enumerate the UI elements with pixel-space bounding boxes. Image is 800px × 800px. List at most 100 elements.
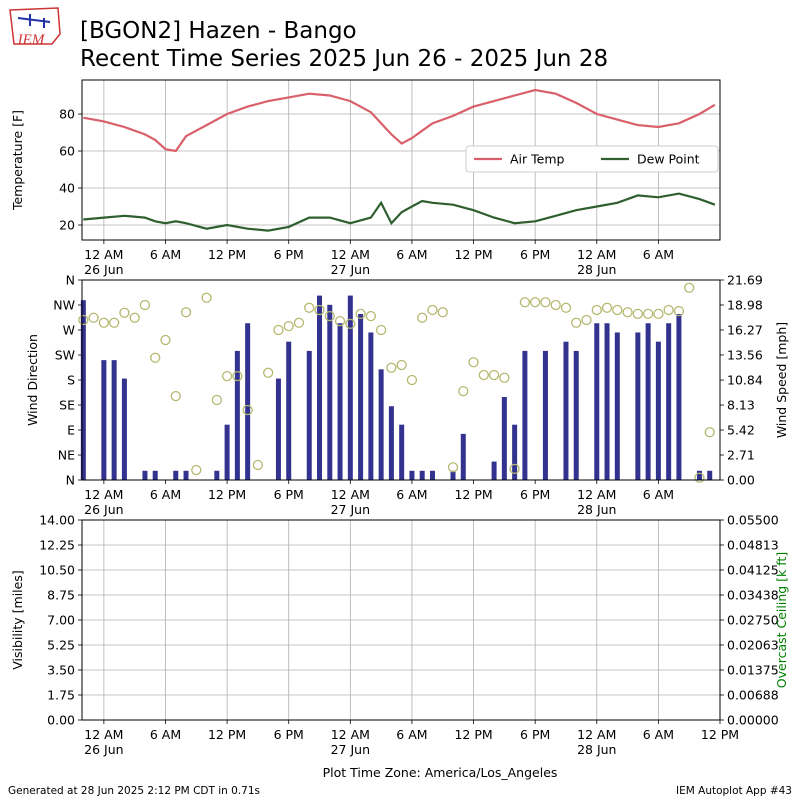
y2-tick-label: 0.02063: [727, 637, 779, 652]
point: [478, 369, 489, 381]
point: [375, 324, 387, 336]
point: [273, 324, 284, 336]
x-axis-label: Plot Time Zone: America/Los_Angeles: [323, 765, 558, 780]
y-tick-label: NE: [58, 448, 75, 463]
logo-outline: [9, 7, 61, 45]
y-axis-label: Temperature [F]: [10, 110, 25, 211]
bar: [604, 323, 610, 480]
point: [684, 282, 695, 293]
panel: 12 AM 26 Jun 6 AM 12 PM 6 PM 12 AM 27 Jun 6 AM 1…: [10, 513, 789, 781]
point: [694, 472, 705, 483]
point: [365, 310, 377, 322]
point: [550, 299, 561, 311]
point: [108, 317, 120, 328]
panel: 12 AM 26 Jun 6 AM 12 PM 6 PM 12 AM 27 Jun 6 AM 1…: [25, 273, 789, 518]
y2-tick-label: 0.05500: [727, 513, 779, 528]
point: [211, 394, 222, 406]
x-tick-label: 6 AM: [396, 487, 427, 502]
bar: [707, 470, 713, 480]
bar: [80, 300, 86, 480]
x-tick-label: 6 PM: [520, 727, 550, 742]
x-tick-label: 12 AM 27 Jun: [331, 487, 370, 517]
bar: [460, 433, 466, 480]
point: [355, 308, 366, 320]
bar: [491, 461, 497, 480]
bar: [286, 341, 292, 480]
point: [612, 304, 623, 316]
y2-tick-label: 13.56: [727, 347, 763, 362]
point: [170, 390, 181, 402]
y2-tick-label: 0.03438: [727, 587, 779, 602]
point: [232, 370, 243, 382]
bar: [696, 470, 702, 480]
y-tick-label: 3.50: [47, 663, 75, 678]
point: [78, 314, 89, 326]
bar: [635, 332, 641, 480]
point: [560, 302, 572, 313]
bar: [429, 470, 435, 480]
footer-right: IEM Autoplot App #43: [676, 785, 792, 797]
legend-box: [465, 145, 719, 173]
point: [293, 317, 305, 328]
bar: [111, 360, 117, 480]
x-tick-label: 12 PM: [454, 727, 492, 742]
x-tick-label: 12 AM 27 Jun: [331, 247, 370, 277]
bar: [388, 406, 394, 480]
point: [191, 464, 202, 476]
x-tick-label: 6 AM: [643, 247, 674, 262]
x-tick-label: 6 AM: [643, 727, 674, 742]
point: [530, 297, 541, 308]
x-tick-label: 6 AM: [150, 247, 181, 262]
y2-tick-label: 18.98: [727, 297, 763, 312]
y-axis-label: Wind Direction: [25, 334, 40, 426]
point: [653, 308, 664, 320]
bar: [337, 323, 343, 480]
x-tick-label: 6 AM: [150, 727, 181, 742]
y2-tick-label: 0.02750: [727, 613, 779, 628]
point: [499, 372, 510, 383]
x-tick-label: 6 AM: [643, 487, 674, 502]
bar: [563, 341, 569, 480]
point: [601, 302, 613, 313]
point: [437, 307, 448, 318]
bar: [409, 470, 415, 480]
x-tick-label: 6 AM: [396, 247, 427, 262]
x-tick-label: 12 AM 28 Jun: [577, 727, 616, 757]
point: [417, 312, 428, 323]
point: [458, 385, 469, 397]
subtitle: Recent Time Series 2025 Jun 26 - 2025 Ju…: [80, 46, 608, 72]
point: [129, 312, 140, 323]
y-tick-label: W: [63, 323, 75, 338]
point: [98, 317, 110, 328]
point: [581, 314, 592, 326]
x-tick-label: 12 AM 28 Jun: [577, 487, 616, 517]
bar: [594, 323, 600, 480]
footer-left: Generated at 28 Jun 2025 2:12 PM CDT in …: [8, 785, 260, 797]
y2-tick-label: 0.00000: [727, 713, 779, 728]
point: [160, 334, 171, 346]
bar: [142, 470, 148, 480]
bar: [666, 323, 672, 480]
bar: [419, 470, 425, 480]
bar: [275, 378, 281, 480]
x-tick-label: 12 PM: [701, 727, 739, 742]
y2-axis-label: Wind Speed [mph]: [774, 322, 789, 438]
y-axis-label: Visibility [miles]: [10, 570, 25, 669]
x-tick-label: 12 AM 27 Jun: [331, 727, 370, 757]
point: [704, 427, 715, 438]
point: [540, 297, 551, 308]
point: [242, 404, 253, 416]
x-tick-label: 6 PM: [274, 247, 304, 262]
line-series: [83, 192, 716, 232]
x-tick-label: 12 PM: [208, 727, 246, 742]
bar: [614, 332, 620, 480]
bar: [121, 378, 127, 480]
y2-tick-label: 0.04125: [727, 563, 779, 578]
y-tick-label: 5.25: [47, 638, 75, 653]
point: [488, 369, 500, 381]
y-tick-label: 60: [59, 144, 75, 159]
bar: [245, 323, 251, 480]
line-series: [83, 88, 716, 153]
bar: [676, 314, 682, 480]
